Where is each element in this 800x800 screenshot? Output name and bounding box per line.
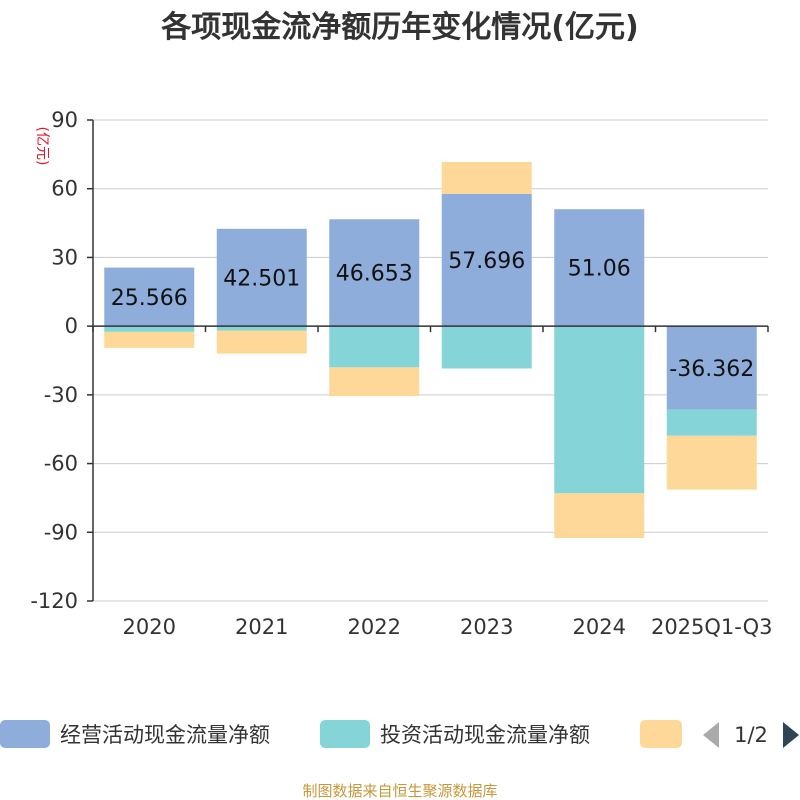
bar-2025Q1-Q3-series-0[interactable] [666,326,757,410]
data-label-2025Q1-Q3: -36.362 [669,357,754,382]
bar-2025Q1-Q3-series-1[interactable] [666,409,757,436]
data-label-2020: 25.566 [111,286,188,311]
bar-2023-series-0[interactable] [441,193,532,327]
data-label-2021: 42.501 [223,266,300,291]
x-tick-label-2025Q1-Q3: 2025Q1-Q3 [651,615,773,639]
data-label-2024: 51.06 [568,257,631,282]
axes [87,119,769,602]
bar-2024-series-0[interactable] [554,209,645,327]
x-tick-label-2024: 2024 [573,615,626,639]
bar-2021-series-2[interactable] [216,330,307,354]
y-tick-label: 90 [51,108,78,132]
legend-swatch-financing[interactable] [640,720,682,748]
y-tick-label: -120 [30,589,78,613]
bar-2023-series-2[interactable] [441,161,532,194]
bar-2024-series-1[interactable] [554,326,645,494]
bar-2022-series-0[interactable] [329,219,420,327]
y-tick-labels: 90 60 30 0 -30 -60 -90 -120 [30,108,78,613]
bar-2020-series-0[interactable] [104,267,195,327]
bar-2025Q1-Q3-series-2[interactable] [666,435,757,490]
bar-2021-series-1[interactable] [216,326,307,331]
legend-label-investing[interactable]: 投资活动现金流量净额 [380,723,590,747]
x-tick-label-2020: 2020 [123,615,176,639]
x-tick-labels: 2020 2021 2022 2023 2024 2025Q1-Q3 [123,615,773,639]
bars [104,161,757,539]
legend-swatch-operating [0,720,50,748]
legend-prev-arrow-icon[interactable] [703,722,719,748]
data-label-2022: 46.653 [336,262,413,287]
data-labels: 25.566 42.501 46.653 57.696 51.06 -36.362 [111,249,754,382]
chart-title: 各项现金流净额历年变化情况(亿元) [160,10,638,45]
bar-2020-series-1[interactable] [104,326,195,332]
y-tick-label: 60 [51,177,78,201]
y-tick-label: 0 [65,314,78,338]
legend-page-indicator: 1/2 [734,723,768,747]
legend-next-arrow-icon[interactable] [783,722,799,748]
y-tick-label: -90 [44,520,78,544]
bar-2021-series-0[interactable] [216,228,307,327]
bar-2022-series-2[interactable] [329,367,420,397]
y-tick-label: -60 [44,452,78,476]
bar-2022-series-1[interactable] [329,326,420,368]
legend: 经营活动现金流量净额 投资活动现金流量净额 1/2 [0,720,799,748]
y-tick-label: -30 [44,383,78,407]
legend-swatch-investing [320,720,370,748]
x-tick-label-2023: 2023 [460,615,513,639]
data-source: 制图数据来自恒生聚源数据库 [302,782,497,800]
bar-2024-series-2[interactable] [554,493,645,539]
bar-2023-series-1[interactable] [441,326,532,369]
bar-2020-series-2[interactable] [104,331,195,348]
y-axis-unit: (亿元) [34,127,50,166]
legend-label-operating[interactable]: 经营活动现金流量净额 [60,723,270,747]
data-label-2023: 57.696 [448,249,525,274]
y-tick-label: 30 [51,245,78,269]
x-tick-label-2022: 2022 [348,615,401,639]
x-tick-label-2021: 2021 [235,615,288,639]
